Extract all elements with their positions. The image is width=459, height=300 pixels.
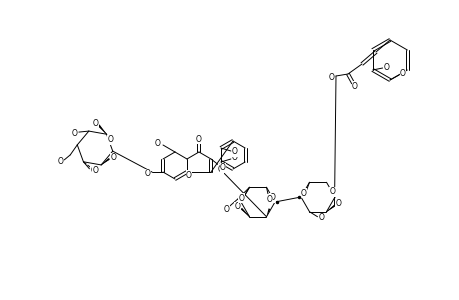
Text: O: O	[185, 170, 191, 179]
Text: O: O	[90, 166, 96, 175]
Text: O: O	[329, 187, 335, 196]
Text: O: O	[145, 169, 151, 178]
Text: O: O	[107, 135, 113, 144]
Text: O: O	[238, 194, 244, 203]
Text: O: O	[351, 82, 357, 91]
Polygon shape	[240, 208, 249, 217]
Polygon shape	[97, 124, 106, 134]
Text: O: O	[218, 164, 224, 173]
Polygon shape	[266, 208, 270, 217]
Text: O: O	[231, 154, 237, 163]
Text: O: O	[231, 148, 237, 157]
Text: O: O	[383, 62, 389, 71]
Polygon shape	[101, 158, 110, 165]
Text: O: O	[92, 166, 98, 175]
Text: O: O	[72, 129, 78, 138]
Text: O: O	[335, 199, 341, 208]
Text: O: O	[57, 158, 63, 166]
Text: O: O	[266, 195, 272, 204]
Text: O: O	[269, 193, 275, 202]
Polygon shape	[326, 205, 334, 212]
Text: O: O	[92, 119, 98, 128]
Text: O: O	[234, 202, 240, 211]
Text: O: O	[110, 153, 116, 162]
Text: O: O	[318, 213, 324, 222]
Text: O: O	[223, 205, 229, 214]
Text: O: O	[219, 164, 225, 172]
Text: O: O	[196, 134, 202, 143]
Text: O: O	[300, 189, 306, 198]
Text: O: O	[155, 140, 161, 148]
Text: O: O	[328, 73, 334, 82]
Text: O: O	[399, 68, 405, 77]
